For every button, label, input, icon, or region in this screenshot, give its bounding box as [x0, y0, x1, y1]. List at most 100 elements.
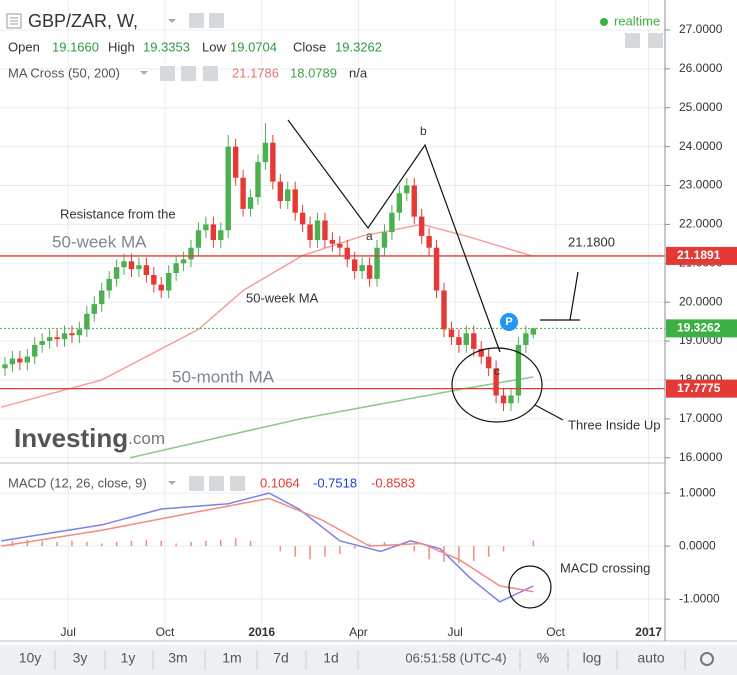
close-icon[interactable] — [230, 476, 245, 491]
candle-body — [46, 337, 53, 342]
range-button[interactable]: 1d — [323, 650, 339, 666]
download-icon[interactable] — [625, 33, 640, 48]
x-tick-label: Oct — [546, 625, 565, 639]
candle-body — [173, 263, 179, 273]
y-tick-label: 23.0000 — [679, 178, 723, 192]
price-label: 21.1891 — [677, 248, 721, 262]
candle-body — [307, 224, 313, 240]
annotation: a — [366, 229, 373, 243]
menu-icon[interactable] — [6, 13, 22, 29]
candle-body — [188, 247, 194, 260]
line-series — [1, 497, 534, 593]
candle-body — [24, 356, 31, 363]
range-button[interactable]: 1y — [121, 650, 136, 666]
candle-body — [418, 216, 425, 237]
candle-body — [195, 230, 202, 248]
annotation: Resistance from the — [60, 206, 176, 221]
price-label: 19.3262 — [677, 321, 721, 335]
eye-icon[interactable] — [189, 13, 204, 28]
legend-value: 19.3353 — [143, 39, 190, 54]
wave-line — [287, 119, 501, 353]
candle-body — [381, 232, 388, 248]
candle-body — [39, 341, 45, 345]
y-tick-label: 17.0000 — [679, 411, 723, 425]
candle-body — [433, 247, 440, 291]
event-marker[interactable] — [500, 313, 518, 331]
close-icon[interactable] — [203, 66, 218, 81]
candle-body — [448, 329, 455, 338]
logo-text: Investing — [14, 423, 128, 453]
candle-body — [61, 333, 68, 340]
upload-icon[interactable] — [648, 33, 663, 48]
y-tick-label: 27.0000 — [679, 22, 723, 36]
candle-body — [54, 337, 60, 340]
y-tick-label: 26.0000 — [679, 61, 723, 75]
x-tick-label: Jul — [447, 625, 462, 639]
candle-body — [232, 146, 239, 178]
event-marker-label[interactable]: P — [505, 316, 512, 328]
candle-body — [240, 177, 246, 209]
candle-body — [113, 267, 120, 279]
candle-body — [404, 185, 410, 194]
range-button[interactable]: 3y — [73, 650, 88, 666]
realtime: realtime — [614, 13, 660, 28]
y-tick-label: 0.0000 — [679, 538, 716, 552]
settings-gear[interactable] — [700, 652, 714, 666]
candle-body — [396, 193, 403, 213]
settings-icon[interactable] — [181, 66, 196, 81]
dropdown[interactable] — [140, 71, 148, 75]
indicator-value: n/a — [349, 65, 368, 80]
candle-body — [91, 304, 97, 314]
x-tick-label: Jul — [61, 625, 76, 639]
candle-body — [441, 290, 447, 330]
logo-suffix: .com — [128, 429, 165, 448]
candle-body — [292, 189, 298, 213]
option-button[interactable]: % — [537, 650, 549, 666]
y-tick-label: 16.0000 — [679, 450, 723, 464]
candle-body — [17, 358, 23, 363]
x-tick-label: 2017 — [635, 625, 662, 639]
indicator-name: MA Cross (50, 200) — [8, 65, 120, 80]
level-pointer — [569, 271, 579, 321]
candle-body — [32, 344, 38, 357]
dropdown[interactable] — [168, 19, 176, 23]
candle-body — [277, 181, 284, 202]
range-button[interactable]: 7d — [273, 650, 289, 666]
candle-body — [121, 261, 127, 268]
candle-body — [426, 236, 432, 248]
x-tick-label: 2016 — [248, 625, 275, 639]
line-series — [1, 492, 534, 603]
candle-body — [151, 274, 157, 285]
settings-icon[interactable] — [209, 13, 224, 28]
candle-body — [99, 290, 105, 305]
candle-body — [180, 259, 187, 264]
candle-body — [143, 265, 150, 275]
x-tick-label: Oct — [156, 625, 175, 639]
candle-body — [255, 162, 261, 198]
legend-label: Close — [293, 39, 326, 54]
settings-icon[interactable] — [209, 476, 224, 491]
price-label-box — [666, 246, 737, 265]
candle-body — [2, 364, 8, 369]
drawing — [287, 119, 580, 609]
legend-label: Low — [202, 39, 226, 54]
y-tick-label: 22.0000 — [679, 217, 723, 231]
option-button[interactable]: log — [583, 650, 602, 666]
candle-body — [471, 333, 477, 349]
range-button[interactable]: 3m — [168, 650, 187, 666]
macd-legend: 0.1064 -0.7518 -0.8583 — [260, 475, 415, 490]
grid — [0, 0, 665, 641]
range-button[interactable]: 1m — [222, 650, 241, 666]
dropdown[interactable] — [168, 481, 176, 485]
candle-body — [247, 197, 254, 209]
eye-icon[interactable] — [160, 66, 175, 81]
option-button[interactable]: auto — [637, 650, 664, 666]
candle-body — [203, 224, 209, 231]
eye-icon[interactable] — [189, 476, 204, 491]
candle-body — [106, 278, 112, 291]
candle-body — [478, 348, 484, 357]
candle-body — [299, 212, 306, 225]
plot — [0, 123, 665, 603]
range-button[interactable]: 10y — [19, 650, 42, 666]
candle-body — [500, 395, 507, 404]
